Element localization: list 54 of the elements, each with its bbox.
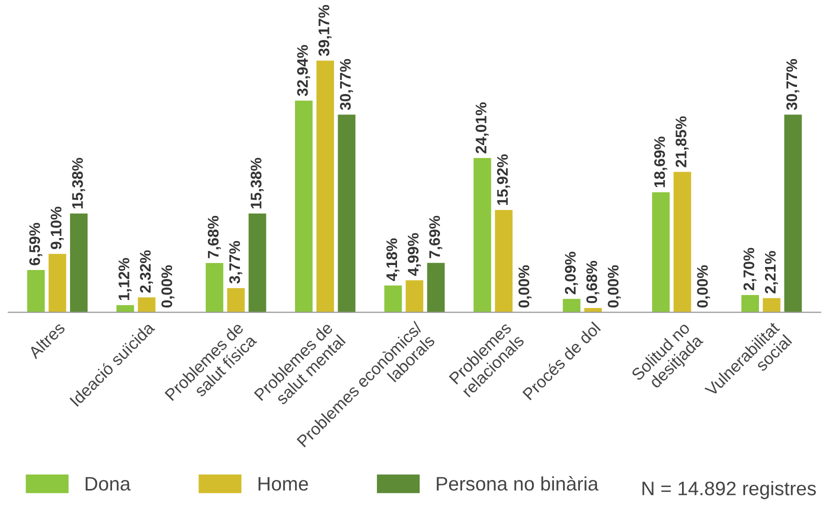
data-label: 0,00% <box>608 265 621 308</box>
bar <box>384 285 402 312</box>
bar <box>652 192 670 312</box>
data-label: 24,01% <box>476 102 489 154</box>
data-label: 0,00% <box>697 265 710 308</box>
data-label: 18,69% <box>654 136 668 188</box>
data-label: 7,69% <box>429 216 442 258</box>
bar <box>27 270 45 312</box>
text: N = 14.892 registres <box>642 481 816 500</box>
data-label: 4,99% <box>408 233 421 276</box>
bar <box>427 262 445 312</box>
bar <box>138 297 156 312</box>
data-label: 6,59% <box>29 222 42 266</box>
bar <box>784 114 802 312</box>
data-label: 7,68% <box>208 216 221 258</box>
data-label: 2,32% <box>140 250 153 293</box>
data-label: 15,38% <box>250 158 264 208</box>
legend-label: Persona no binària <box>436 476 598 491</box>
bar <box>48 254 66 312</box>
data-label: 4,18% <box>386 238 400 282</box>
data-label: 3,77% <box>229 241 242 284</box>
bar <box>474 158 492 312</box>
bar <box>295 100 313 312</box>
bar <box>248 213 266 312</box>
data-label: 2,70% <box>743 248 756 290</box>
bar <box>674 172 692 312</box>
data-label: 2,09% <box>564 252 578 294</box>
bar <box>206 262 224 312</box>
data-label: 21,85% <box>676 116 689 168</box>
bar <box>494 210 513 312</box>
legend-label: Dona <box>86 477 131 491</box>
bar <box>116 305 134 312</box>
data-label: 0,68% <box>586 260 600 304</box>
data-label: 32,94% <box>297 45 310 96</box>
data-label: 2,21% <box>764 251 778 294</box>
bar <box>227 288 245 312</box>
data-label: 15,92% <box>497 154 510 205</box>
data-label: 9,10% <box>50 206 64 250</box>
data-label: 30,77% <box>340 58 353 110</box>
data-label: 0,00% <box>161 265 174 308</box>
legend-label: Home <box>258 477 308 491</box>
bar <box>406 280 424 312</box>
data-label: 30,77% <box>786 58 800 110</box>
bar <box>741 294 759 312</box>
data-label: 0,00% <box>518 265 532 308</box>
bar <box>762 298 780 312</box>
data-label: 1,12% <box>118 258 132 300</box>
data-label: 39,17% <box>318 5 332 56</box>
bar <box>584 308 602 312</box>
bar <box>338 114 356 312</box>
bar <box>70 213 88 312</box>
bar <box>316 60 334 312</box>
bar <box>562 298 580 312</box>
data-label: 15,38% <box>72 158 86 208</box>
